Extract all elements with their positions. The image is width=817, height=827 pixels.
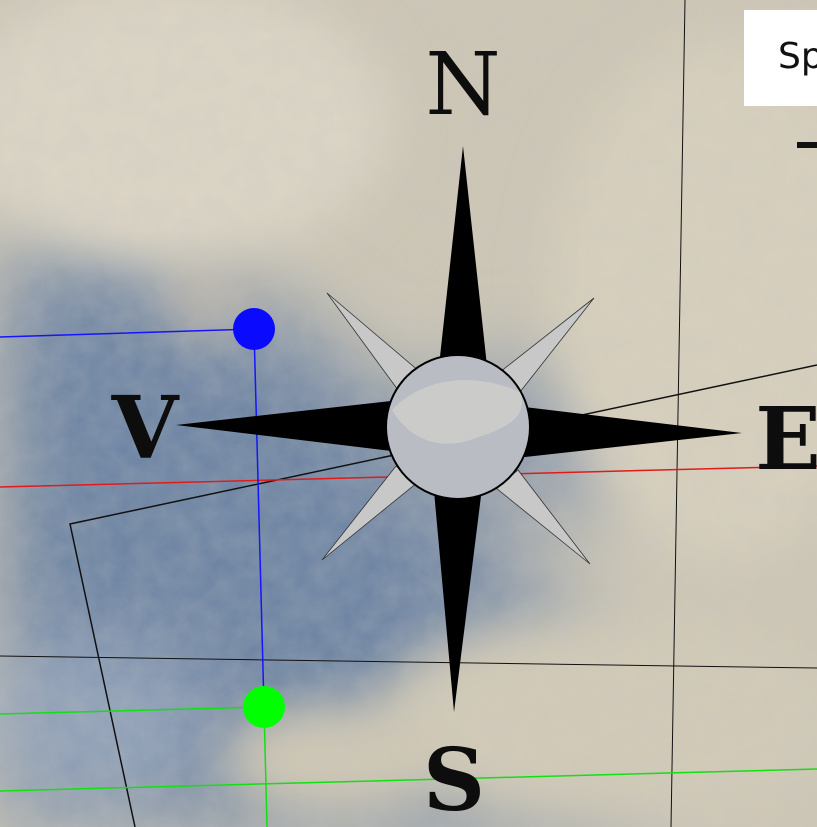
- compass-label-north: N: [425, 35, 500, 135]
- grid-line-horizontal: [0, 655, 817, 669]
- map-title-text: Sp: [778, 36, 817, 77]
- map-title-card: Sp: [744, 10, 817, 106]
- compass-point-west: [176, 400, 400, 452]
- blue-waypoint-marker[interactable]: [233, 308, 275, 350]
- green-route-line: [0, 706, 265, 715]
- compass-label-east: E: [755, 389, 817, 490]
- compass-point-south: [433, 480, 483, 712]
- green-route-line-lower: [0, 768, 817, 792]
- compass-point-north: [438, 146, 488, 375]
- compass-point-east: [516, 406, 742, 458]
- grid-line-vertical: [670, 0, 686, 827]
- compass-rose: [176, 146, 742, 712]
- scale-bar-fragment: [797, 142, 817, 148]
- green-waypoint-marker[interactable]: [243, 686, 285, 728]
- compass-label-west: V: [111, 378, 180, 479]
- compass-label-south: S: [423, 730, 485, 827]
